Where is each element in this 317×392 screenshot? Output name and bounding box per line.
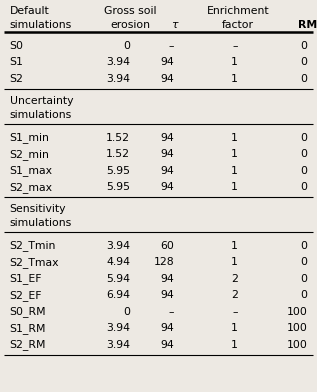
Text: 100: 100	[287, 340, 307, 350]
Text: S1: S1	[10, 57, 23, 67]
Text: –: –	[169, 41, 174, 51]
Text: 0: 0	[123, 41, 130, 51]
Text: 1: 1	[231, 340, 238, 350]
Text: S2_min: S2_min	[10, 149, 49, 160]
Text: 1.52: 1.52	[106, 149, 130, 159]
Text: S0_RM: S0_RM	[10, 307, 46, 318]
Text: 94: 94	[161, 165, 174, 176]
Text: 0: 0	[301, 57, 307, 67]
Text: 2: 2	[231, 290, 238, 300]
Text: 128: 128	[154, 258, 174, 267]
Text: factor: factor	[222, 20, 254, 30]
Text: 0: 0	[301, 74, 307, 84]
Text: S2_Tmax: S2_Tmax	[10, 257, 59, 268]
Text: 0: 0	[301, 182, 307, 192]
Text: 3.94: 3.94	[106, 340, 130, 350]
Text: 0: 0	[123, 307, 130, 317]
Text: –: –	[232, 307, 238, 317]
Text: S1_max: S1_max	[10, 165, 53, 176]
Text: S0: S0	[10, 41, 23, 51]
Text: S1_min: S1_min	[10, 132, 49, 143]
Text: 1: 1	[231, 182, 238, 192]
Text: 94: 94	[161, 132, 174, 143]
Text: –: –	[232, 41, 238, 51]
Text: 1.52: 1.52	[106, 132, 130, 143]
Text: 0: 0	[301, 258, 307, 267]
Text: –: –	[169, 307, 174, 317]
Text: 1: 1	[231, 258, 238, 267]
Text: 1: 1	[231, 74, 238, 84]
Text: 0: 0	[301, 290, 307, 300]
Text: Sensitivity: Sensitivity	[10, 204, 66, 214]
Text: S2: S2	[10, 74, 23, 84]
Text: Default: Default	[10, 6, 49, 16]
Text: S2_EF: S2_EF	[10, 290, 42, 301]
Text: 94: 94	[161, 74, 174, 84]
Text: 1: 1	[231, 149, 238, 159]
Text: simulations: simulations	[10, 20, 72, 30]
Text: 3.94: 3.94	[106, 74, 130, 84]
Text: RM: RM	[298, 20, 317, 30]
Text: 1: 1	[231, 323, 238, 333]
Text: 100: 100	[287, 323, 307, 333]
Text: 94: 94	[161, 182, 174, 192]
Text: τ: τ	[171, 20, 178, 30]
Text: 1: 1	[231, 165, 238, 176]
Text: 0: 0	[301, 149, 307, 159]
Text: 4.94: 4.94	[106, 258, 130, 267]
Text: 0: 0	[301, 41, 307, 51]
Text: Gross soil: Gross soil	[104, 6, 156, 16]
Text: 3.94: 3.94	[106, 323, 130, 333]
Text: 100: 100	[287, 307, 307, 317]
Text: 6.94: 6.94	[106, 290, 130, 300]
Text: 5.95: 5.95	[106, 165, 130, 176]
Text: 94: 94	[161, 290, 174, 300]
Text: 1: 1	[231, 57, 238, 67]
Text: 94: 94	[161, 340, 174, 350]
Text: 94: 94	[161, 149, 174, 159]
Text: S2_Tmin: S2_Tmin	[10, 240, 56, 251]
Text: 94: 94	[161, 274, 174, 284]
Text: 1: 1	[231, 241, 238, 251]
Text: Uncertainty: Uncertainty	[10, 96, 73, 106]
Text: S2_max: S2_max	[10, 181, 53, 192]
Text: 0: 0	[301, 132, 307, 143]
Text: 94: 94	[161, 323, 174, 333]
Text: S2_RM: S2_RM	[10, 339, 46, 350]
Text: 0: 0	[301, 274, 307, 284]
Text: 1: 1	[231, 132, 238, 143]
Text: simulations: simulations	[10, 110, 72, 120]
Text: 60: 60	[160, 241, 174, 251]
Text: 3.94: 3.94	[106, 241, 130, 251]
Text: 94: 94	[161, 57, 174, 67]
Text: 3.94: 3.94	[106, 57, 130, 67]
Text: 5.94: 5.94	[106, 274, 130, 284]
Text: S1_EF: S1_EF	[10, 274, 42, 284]
Text: Enrichment: Enrichment	[206, 6, 269, 16]
Text: simulations: simulations	[10, 218, 72, 228]
Text: 2: 2	[231, 274, 238, 284]
Text: 0: 0	[301, 165, 307, 176]
Text: erosion: erosion	[110, 20, 150, 30]
Text: 0: 0	[301, 241, 307, 251]
Text: 5.95: 5.95	[106, 182, 130, 192]
Text: S1_RM: S1_RM	[10, 323, 46, 334]
